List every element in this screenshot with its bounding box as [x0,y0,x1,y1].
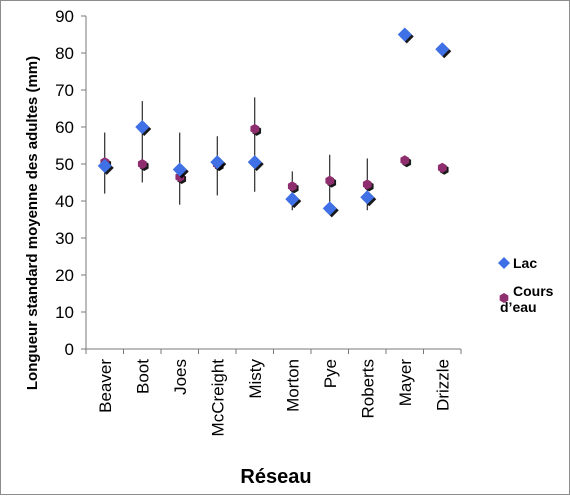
cours-deau-point [437,162,447,173]
lac-point [135,120,150,134]
y-tick-label: 10 [55,303,74,322]
y-axis-label: Longueur standard moyenne des adultes (m… [24,56,41,390]
y-tick-label: 60 [55,118,74,137]
cours-deau-point [175,171,185,182]
legend-label-line: d’eau [500,299,537,315]
x-tick-label: Morton [283,359,302,412]
x-axis-label: Réseau [240,466,311,488]
x-tick-label: Beaver [96,359,115,413]
data-points [97,27,450,216]
lac-point [97,158,112,173]
y-tick-label: 70 [55,81,74,100]
x-tick-label: Mayer [396,359,415,407]
lac-point [285,192,300,207]
legend-label-line: Cours [513,283,554,299]
x-tick-label: Drizzle [433,359,452,411]
y-tick-label: 20 [55,266,74,285]
x-tick-label: Boot [133,359,152,394]
lac-point [322,201,337,216]
cours-deau-point [250,123,260,134]
cours-deau-point [287,181,297,192]
x-tick-label: Joes [171,359,190,395]
y-axis-ticks: 0 10 20 30 40 50 60 70 80 90 [55,7,86,359]
x-tick-label: Pye [321,359,340,388]
y-tick-label: 30 [55,229,74,248]
x-tick-label: Misty [246,359,265,399]
cours-deau-point [400,155,410,166]
x-axis-ticks: Beaver Boot Joes McCreight Misty Morton Pye Rob… [85,349,462,437]
x-tick-label: Roberts [358,359,377,419]
x-tick-label: McCreight [208,359,227,437]
cours-deau-point [362,179,372,190]
legend-lac-marker [498,257,510,269]
y-tick-label: 80 [55,44,74,63]
lac-point [172,162,187,177]
y-tick-label: 40 [55,192,74,211]
legend-cours-deau-label: Cours d’eau [500,283,554,315]
legend-cours-deau-marker [499,293,509,303]
cours-deau-point [137,159,147,169]
error-bars [104,97,368,211]
y-tick-label: 50 [55,155,74,174]
y-tick-label: 0 [65,340,74,359]
cours-deau-point [325,175,335,186]
legend-lac-label: Lac [513,255,537,271]
lac-point [397,27,412,42]
legend: Lac Cours d’eau [498,255,554,315]
y-tick-label: 90 [55,7,74,26]
lac-point [360,190,375,205]
lac-point [247,155,262,170]
lac-point [210,155,225,170]
lac-point [435,42,450,57]
